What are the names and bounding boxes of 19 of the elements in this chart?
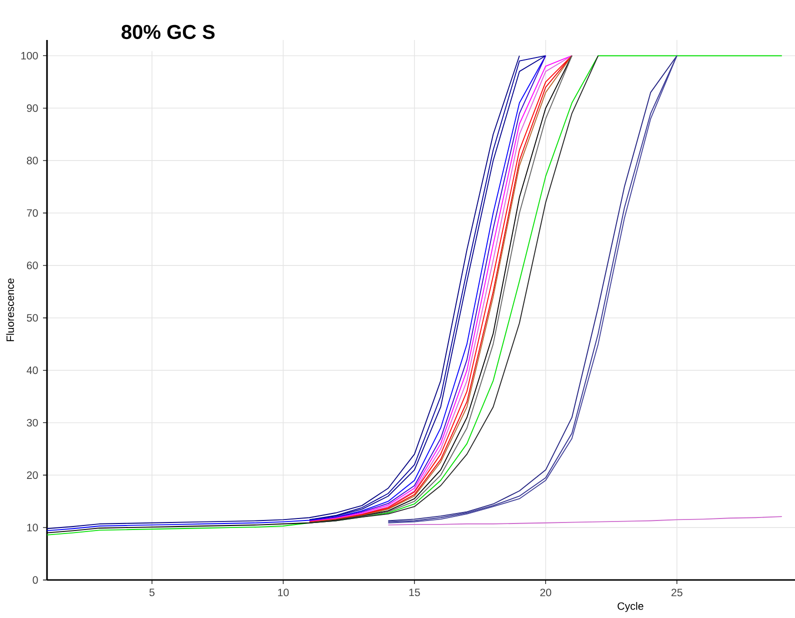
y-axis-title: Fluorescence bbox=[6, 278, 14, 342]
y-tick-label: 0 bbox=[32, 576, 38, 584]
y-tick-label: 80 bbox=[26, 156, 38, 164]
y-tick-label: 90 bbox=[26, 104, 38, 112]
y-tick-label: 10 bbox=[27, 524, 38, 532]
y-tick-label: 40 bbox=[26, 366, 38, 374]
x-axis-title: Cycle bbox=[618, 602, 644, 612]
y-tick-label: 20 bbox=[26, 471, 38, 479]
y-tick-label: 60 bbox=[26, 262, 38, 270]
x-tick-label: 5 bbox=[149, 588, 154, 596]
y-tick-label: 70 bbox=[26, 209, 38, 217]
y-tick-label: 100 bbox=[21, 52, 38, 60]
x-tick-label: 20 bbox=[540, 588, 552, 596]
x-tick-label: 25 bbox=[672, 588, 682, 596]
y-tick-label: 30 bbox=[26, 418, 38, 426]
x-tick-label: 10 bbox=[278, 588, 289, 596]
x-tick-label: 15 bbox=[409, 588, 420, 596]
chart-title: 80% GC S bbox=[122, 24, 215, 40]
y-tick-label: 50 bbox=[26, 314, 38, 322]
